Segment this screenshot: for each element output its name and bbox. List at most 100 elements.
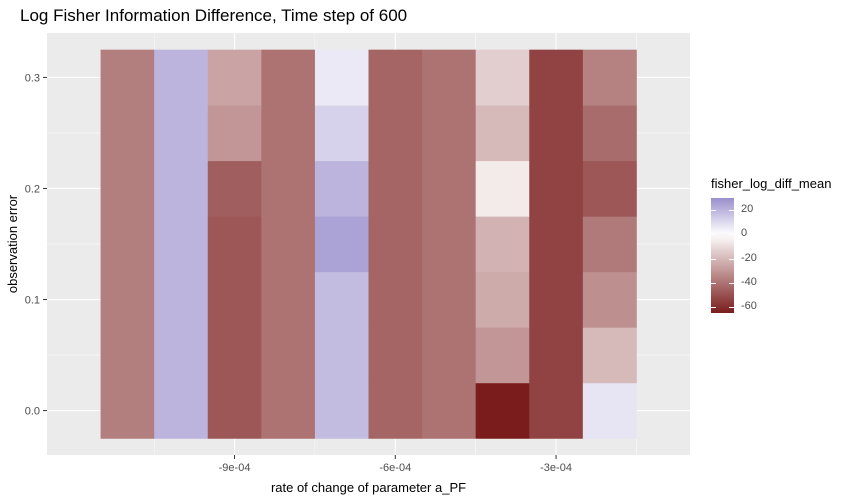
heatmap-tile [475, 271, 530, 328]
heatmap-tile [207, 271, 262, 328]
legend-tick [711, 234, 716, 236]
x-tick-label: -6e-04 [379, 462, 411, 474]
heatmap-tile [422, 382, 477, 439]
legend-break-label: 0 [741, 227, 748, 240]
heatmap-tile [475, 382, 530, 439]
legend-break-label: 20 [741, 203, 754, 216]
heatmap-tile [422, 105, 477, 162]
heatmap-tile [314, 160, 369, 217]
heatmap-tile [261, 160, 316, 217]
heatmap-tile [582, 327, 637, 384]
legend-tick [711, 258, 716, 260]
heatmap-tile [582, 49, 637, 106]
heatmap-tile [314, 216, 369, 273]
heatmap-tile [368, 216, 423, 273]
heatmap-tile [582, 271, 637, 328]
legend-tick [711, 282, 716, 284]
heatmap-tile [100, 382, 155, 439]
heatmap-tile [100, 216, 155, 273]
heatmap-tile [207, 160, 262, 217]
heatmap-tile [154, 49, 209, 106]
heatmap-tile [100, 160, 155, 217]
y-tick-label: 0.0 [25, 406, 40, 418]
heatmap-tile [422, 160, 477, 217]
heatmap-tile [582, 216, 637, 273]
legend-break-label: -40 [741, 275, 757, 288]
color-legend: fisher_log_diff_mean 20 0 -20 -40 -60 [711, 176, 831, 313]
legend-tick [711, 306, 716, 308]
heatmap-tile [368, 105, 423, 162]
y-axis-ticks: 0.0 0.1 0.2 0.3 [25, 72, 47, 418]
heatmap-tile [529, 160, 584, 217]
heatmap-tile [314, 327, 369, 384]
heatmap-tile [207, 216, 262, 273]
heatmap-tile [207, 382, 262, 439]
heatmap-tile [207, 105, 262, 162]
legend-tick [729, 306, 734, 308]
heatmap-tile [368, 160, 423, 217]
heatmap-tile [368, 382, 423, 439]
heatmap-tile [529, 49, 584, 106]
heatmap-tile [314, 105, 369, 162]
y-tick-label: 0.3 [25, 72, 40, 84]
heatmap-tile [582, 160, 637, 217]
heatmap-tile [314, 271, 369, 328]
heatmap-tile [100, 105, 155, 162]
legend-break-label: -20 [741, 251, 757, 264]
heatmap-tile [475, 105, 530, 162]
heatmap-tile [314, 382, 369, 439]
heatmap-tile [261, 271, 316, 328]
heatmap-tile [475, 49, 530, 106]
heatmap-tile [154, 327, 209, 384]
heatmap-tile [422, 216, 477, 273]
heatmap-tile [261, 327, 316, 384]
heatmap-tile [261, 105, 316, 162]
y-tick-label: 0.1 [25, 295, 40, 307]
heatmap-tile [207, 327, 262, 384]
heatmap-tile [154, 216, 209, 273]
heatmap-tile [261, 382, 316, 439]
heatmap-tile [154, 382, 209, 439]
legend-tick [729, 234, 734, 236]
x-axis-ticks: -9e-04 -6e-04 -3e-04 [219, 455, 572, 474]
x-axis-title: rate of change of parameter a_PF [271, 480, 466, 495]
legend-break-label: -60 [741, 299, 757, 312]
heatmap-tile [100, 49, 155, 106]
heatmap-tile [261, 216, 316, 273]
legend-colorbar [711, 198, 734, 313]
heatmap-tile [529, 216, 584, 273]
legend-tick [711, 210, 716, 212]
heatmap-tile [529, 271, 584, 328]
heatmap-tile [422, 49, 477, 106]
heatmap-tile [100, 327, 155, 384]
heatmap-tile [475, 327, 530, 384]
heatmap-tile [154, 271, 209, 328]
heatmap-tile [529, 382, 584, 439]
heatmap-tile [154, 105, 209, 162]
heatmap-tile [475, 160, 530, 217]
heatmap-tile [207, 49, 262, 106]
heatmap-tile [422, 271, 477, 328]
legend-tick [729, 258, 734, 260]
y-tick-label: 0.2 [25, 183, 40, 195]
x-tick-label: -9e-04 [219, 462, 251, 474]
heatmap-tile [582, 382, 637, 439]
heatmap-tile [422, 327, 477, 384]
heatmap-tile [261, 49, 316, 106]
y-axis-title: observation error [5, 194, 20, 293]
heatmap-tile [529, 327, 584, 384]
heatmap-tile [368, 49, 423, 106]
heatmap-tile [314, 49, 369, 106]
heatmap-tile [368, 271, 423, 328]
legend-tick [729, 210, 734, 212]
chart-title: Log Fisher Information Difference, Time … [20, 6, 408, 25]
heatmap-tile [582, 105, 637, 162]
heatmap-tile [154, 160, 209, 217]
heatmap-tile [475, 216, 530, 273]
heatmap-tiles [100, 49, 637, 439]
x-tick-label: -3e-04 [540, 462, 572, 474]
heatmap-tile [529, 105, 584, 162]
legend-tick [729, 282, 734, 284]
heatmap-tile [368, 327, 423, 384]
